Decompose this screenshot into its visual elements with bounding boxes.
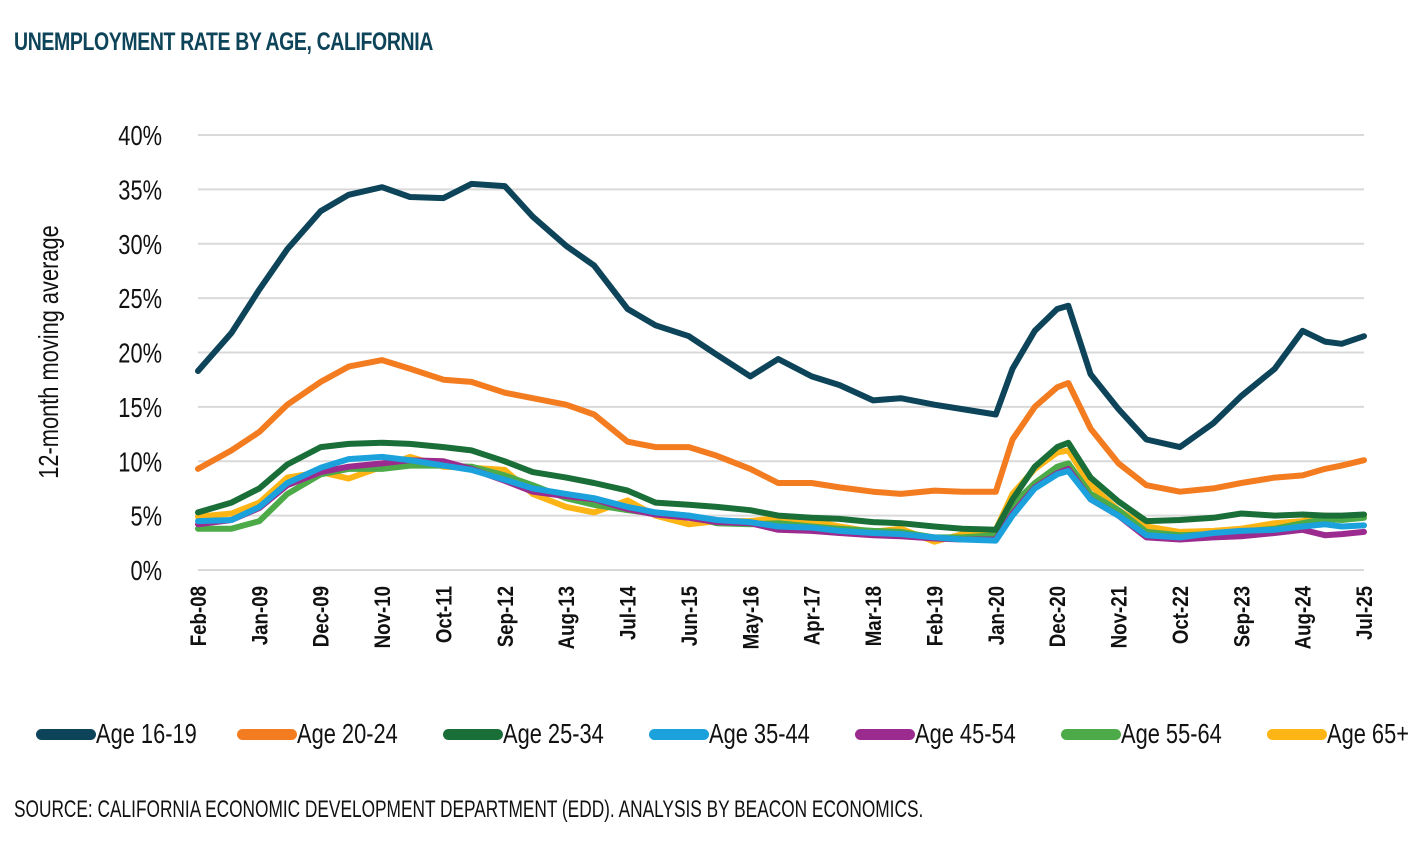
x-tick-label: Apr-17 [801,586,825,645]
y-tick-label: 25% [118,284,162,315]
x-tick-label: Nov-10 [372,586,396,648]
y-tick-label: 20% [118,338,162,369]
legend-item: Age 20-24 [237,718,437,750]
legend-label: Age 20-24 [297,718,398,749]
gridlines [198,134,1364,571]
legend-item: Age 45-54 [855,718,1055,750]
legend-item: Age 35-44 [649,718,849,750]
x-tick-label: Jul-25 [1354,586,1378,640]
x-tick-label: Dec-20 [1047,586,1071,647]
legend: Age 16-19 Age 20-24 Age 25-34 Age 35-44 Age … [36,718,1412,750]
y-tick-label: 15% [118,392,162,423]
y-tick-label: 40% [118,120,162,151]
x-tick-label: Sep-12 [495,586,519,647]
legend-label: Age 55-64 [1121,718,1222,749]
x-tick-label: Mar-18 [863,586,887,646]
x-tick-label: Aug-13 [556,586,580,649]
x-tick-label: Feb-08 [188,586,212,646]
y-tick-label: 0% [130,555,162,586]
x-tick-label: Jan-09 [249,586,273,645]
legend-label: Age 25-34 [503,718,604,749]
x-tick-label: Oct-22 [1170,586,1194,644]
source-note: SOURCE: CALIFORNIA ECONOMIC DEVELOPMENT … [14,796,924,823]
y-tick-label: 30% [118,229,162,260]
x-tick-label: Jan-20 [985,586,1009,645]
series-line-age-35-44 [195,453,1367,544]
series-line-age-25-34 [195,439,1367,533]
line-chart: 0% 5% 10% 15% 20% 25% 30% 35% 40% Feb-08 Jan-09 De… [33,120,1378,649]
y-axis-ticks: 0% 5% 10% 15% 20% 25% 30% 35% 40% [118,120,162,586]
x-tick-label: Oct-11 [433,586,457,643]
legend-swatch [649,728,709,740]
legend-item: Age 16-19 [36,718,231,750]
legend-swatch [855,728,915,740]
legend-label: Age 45-54 [915,718,1016,749]
x-tick-label: Dec-09 [310,586,334,647]
y-tick-label: 5% [130,501,162,532]
y-axis-label: 12-month moving average [33,225,64,479]
x-tick-label: Nov-21 [1108,586,1132,648]
legend-swatch [237,728,297,740]
x-axis-ticks: Feb-08 Jan-09 Dec-09 Nov-10 Oct-11 Sep-12 Aug-… [188,585,1378,649]
y-tick-label: 35% [118,175,162,206]
legend-label: Age 35-44 [709,718,810,749]
series-line-age-16-19 [195,180,1367,451]
legend-swatch [1267,728,1327,740]
x-tick-label: Feb-19 [924,586,948,646]
legend-item: Age 65+ [1267,718,1412,750]
legend-swatch [1061,728,1121,740]
x-tick-label: Jun-15 [679,586,703,646]
x-tick-label: Sep-23 [1231,586,1255,647]
legend-label: Age 16-19 [96,718,197,749]
x-tick-label: Aug-24 [1292,585,1316,649]
legend-item: Age 25-34 [443,718,643,750]
chart-title: UNEMPLOYMENT RATE BY AGE, CALIFORNIA [14,28,433,56]
series-lines [195,180,1367,545]
x-tick-label: May-16 [740,586,764,649]
legend-label: Age 65+ [1327,718,1409,749]
x-tick-label: Jul-14 [617,585,641,640]
legend-swatch [443,728,503,740]
legend-item: Age 55-64 [1061,718,1261,750]
y-tick-label: 10% [118,447,162,478]
series-line-age-20-24 [195,357,1367,497]
legend-swatch [36,728,96,740]
